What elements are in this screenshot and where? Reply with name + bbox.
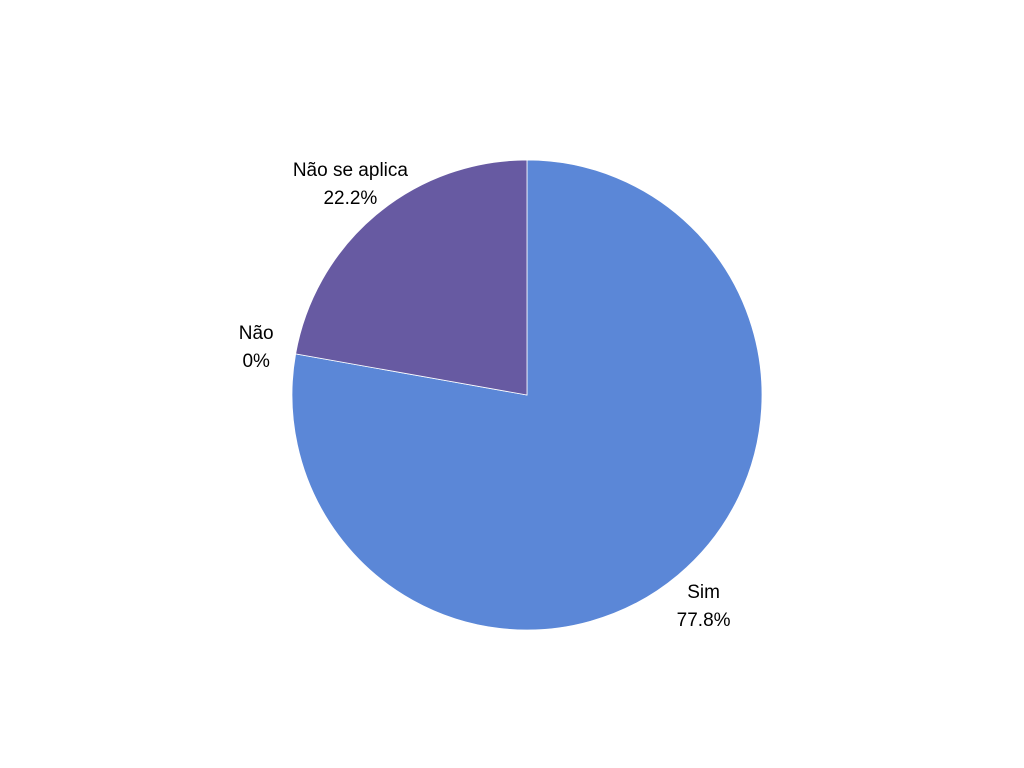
slice-name-nao-se-aplica: Não se aplica (293, 160, 409, 181)
labels-layer: Sim 77.8% Não 0% Não se aplica 22.2% (239, 160, 731, 631)
slice-value-sim: 77.8% (677, 610, 731, 631)
slice-name-nao: Não (239, 323, 274, 344)
slice-value-nao-se-aplica: 22.2% (323, 188, 377, 209)
slice-name-sim: Sim (687, 582, 720, 603)
slices-layer (291, 159, 763, 631)
slice-value-nao: 0% (242, 351, 270, 372)
slice-label-sim: Sim 77.8% (677, 582, 731, 631)
pie-slice-nao-se-aplica (295, 159, 528, 396)
slice-label-nao: Não 0% (239, 323, 274, 372)
slice-label-nao-se-aplica: Não se aplica 22.2% (293, 160, 409, 209)
